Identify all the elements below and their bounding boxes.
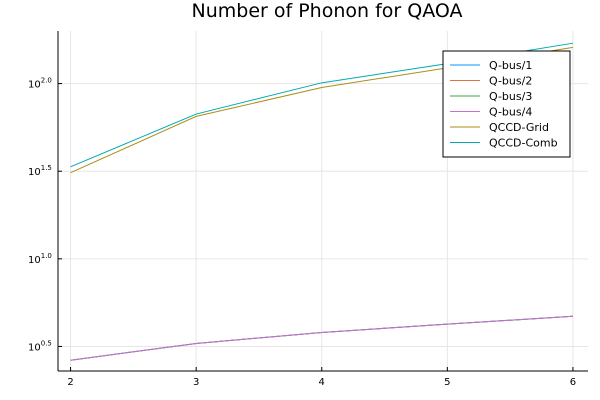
x-tick-label: 4 bbox=[319, 377, 325, 388]
legend-label: QCCD-Comb bbox=[489, 137, 558, 150]
x-tick-label: 2 bbox=[67, 377, 73, 388]
x-tick-label: 6 bbox=[570, 377, 576, 388]
y-tick-label: 101.5 bbox=[28, 164, 52, 178]
legend-label: Q-bus/4 bbox=[489, 106, 532, 119]
legend-box bbox=[442, 50, 571, 158]
y-tick-label: 101.0 bbox=[28, 252, 52, 266]
legend-label: Q-bus/1 bbox=[489, 59, 532, 72]
legend-label: Q-bus/2 bbox=[489, 75, 532, 88]
series-line-4 bbox=[70, 315, 573, 361]
legend: Q-bus/1 Q-bus/2 Q-bus/3 Q-bus/4 QCCD-Grid QCC… bbox=[442, 50, 571, 158]
x-tick-label: 3 bbox=[193, 377, 199, 388]
legend-label: Q-bus/3 bbox=[489, 90, 532, 103]
y-tick-label: 102.0 bbox=[28, 77, 52, 91]
y-tick-label: 100.5 bbox=[28, 339, 52, 353]
legend-label: QCCD-Grid bbox=[489, 121, 549, 134]
chart-title: Number of Phonon for QAOA bbox=[192, 0, 463, 22]
x-axis-ticks: 2 3 4 5 6 bbox=[67, 367, 576, 388]
axes bbox=[57, 31, 588, 372]
x-tick-label: 5 bbox=[444, 377, 450, 388]
y-axis-ticks: 100.5 101.0 101.5 102.0 bbox=[28, 77, 62, 353]
